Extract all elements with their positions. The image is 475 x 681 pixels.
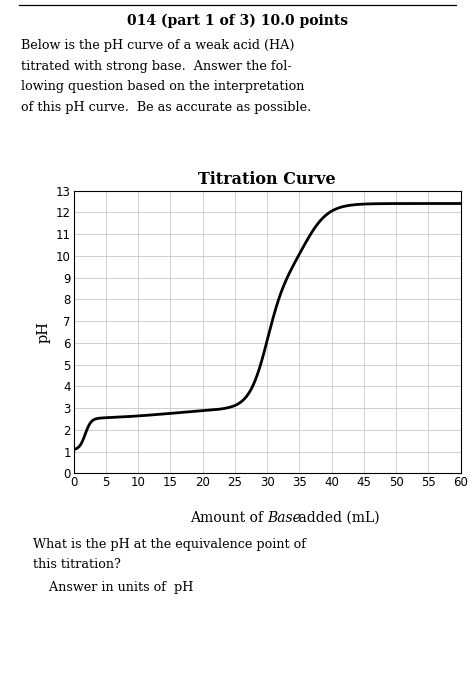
Text: Amount of: Amount of (190, 511, 267, 525)
Title: Titration Curve: Titration Curve (199, 171, 336, 188)
Text: titrated with strong base.  Answer the fol-: titrated with strong base. Answer the fo… (21, 60, 292, 73)
Text: Below is the pH curve of a weak acid (HA): Below is the pH curve of a weak acid (HA… (21, 39, 295, 52)
Text: 014 (part 1 of 3) 10.0 points: 014 (part 1 of 3) 10.0 points (127, 14, 348, 28)
Y-axis label: pH: pH (36, 321, 50, 343)
Text: of this pH curve.  Be as accurate as possible.: of this pH curve. Be as accurate as poss… (21, 101, 312, 114)
Text: lowing question based on the interpretation: lowing question based on the interpretat… (21, 80, 305, 93)
Text: added (mL): added (mL) (294, 511, 380, 525)
Text: What is the pH at the equivalence point of: What is the pH at the equivalence point … (33, 538, 306, 551)
Text: Base: Base (267, 511, 301, 525)
Text: Answer in units of  pH: Answer in units of pH (33, 581, 194, 594)
Text: this titration?: this titration? (33, 558, 121, 571)
